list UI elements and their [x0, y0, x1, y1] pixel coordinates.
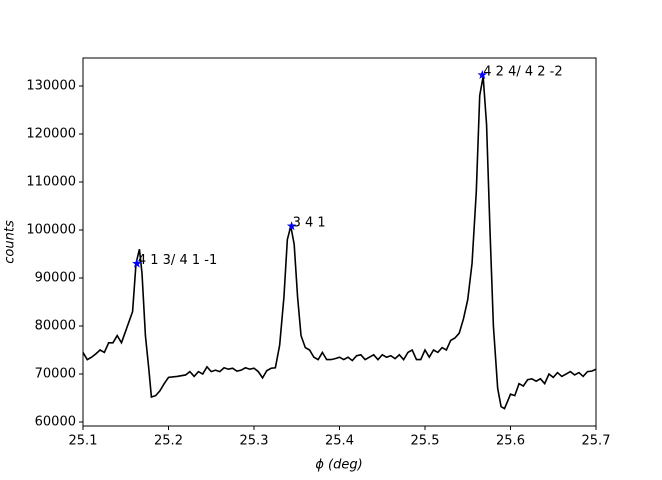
x-tick-label: 25.7 [582, 434, 611, 449]
data-line [82, 76, 597, 410]
y-tick-label: 120000 [26, 126, 76, 141]
x-tick-label: 25.3 [240, 434, 269, 449]
peak-marker [286, 221, 297, 231]
y-tick-label: 130000 [26, 78, 76, 93]
y-axis-label: counts [3, 220, 18, 264]
y-tick-label: 90000 [35, 271, 76, 286]
peak-label: 4 1 3/ 4 1 -1 [138, 253, 217, 268]
x-tick-label: 25.5 [411, 434, 440, 449]
x-tick-label: 25.4 [325, 434, 354, 449]
y-tick-label: 110000 [26, 174, 76, 189]
x-tick-label: 25.1 [69, 434, 98, 449]
plot-frame [82, 57, 597, 427]
y-tick-label: 60000 [35, 415, 76, 430]
y-tick-label: 80000 [35, 319, 76, 334]
peak-label: 4 2 4/ 4 2 -2 [483, 64, 562, 79]
peak-marker [132, 258, 142, 268]
x-axis-label: ϕ (deg) [315, 458, 362, 473]
peak-marker [477, 69, 488, 79]
y-tick-label: 100000 [26, 222, 76, 237]
peak-label: 3 4 1 [293, 216, 326, 231]
x-tick-label: 25.2 [154, 434, 183, 449]
y-tick-label: 70000 [35, 367, 76, 382]
x-tick-label: 25.6 [496, 434, 525, 449]
